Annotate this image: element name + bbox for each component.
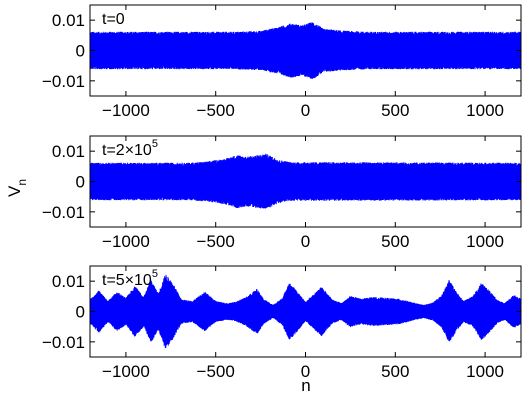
- y-tick-label: 0.01: [52, 272, 85, 291]
- time-annotation-base: t=5×10: [102, 272, 152, 289]
- y-tick-label: 0.01: [52, 11, 85, 30]
- x-tick-label: 1000: [466, 101, 504, 120]
- y-tick-label: 0.01: [52, 142, 85, 161]
- y-axis-label-main: V: [5, 185, 24, 197]
- y-tick-label: −0.01: [42, 203, 85, 222]
- x-tick-label: 0: [301, 232, 310, 251]
- time-annotation-base: t=0: [102, 11, 125, 28]
- time-annotation: t=5×105: [102, 268, 158, 289]
- panel-1: −1000 −500 0 500 1000 0.01 0 −0.01 t=0: [42, 4, 522, 120]
- x-tick-label: 0: [301, 362, 310, 381]
- x-tick-label: −1000: [102, 362, 150, 381]
- time-annotation: t=0: [102, 11, 125, 28]
- y-tick-label: 0: [76, 173, 85, 192]
- panel-3: −1000 −500 0 500 1000 0.01 0 −0.01 t=5×105: [42, 265, 522, 381]
- x-tick-label: −500: [197, 362, 235, 381]
- x-tick-label: −1000: [102, 232, 150, 251]
- panel-2: −1000 −500 0 500 1000 0.01 0 −0.01 t=2×105: [42, 135, 522, 251]
- x-axis-label: n: [301, 376, 310, 395]
- y-tick-label: 0: [76, 42, 85, 61]
- y-axis-label-subscript: n: [15, 179, 29, 186]
- time-annotation-exponent: 5: [152, 268, 158, 280]
- x-tick-label: 1000: [466, 362, 504, 381]
- x-tick-label: −500: [197, 101, 235, 120]
- y-axis-label: Vn: [5, 179, 29, 197]
- y-tick-label: −0.01: [42, 72, 85, 91]
- time-annotation-base: t=2×10: [102, 142, 152, 159]
- y-tick-label: −0.01: [42, 333, 85, 352]
- x-tick-label: −500: [197, 232, 235, 251]
- series-line: [90, 274, 521, 348]
- x-tick-label: 1000: [466, 232, 504, 251]
- series-line: [90, 22, 521, 80]
- x-tick-label: 500: [381, 101, 409, 120]
- x-tick-label: 0: [301, 101, 310, 120]
- time-annotation: t=2×105: [102, 138, 158, 159]
- x-tick-label: 500: [381, 232, 409, 251]
- time-annotation-exponent: 5: [152, 138, 158, 150]
- series-line: [90, 153, 521, 209]
- y-tick-label: 0: [76, 303, 85, 322]
- x-tick-label: −1000: [102, 101, 150, 120]
- x-tick-label: 500: [381, 362, 409, 381]
